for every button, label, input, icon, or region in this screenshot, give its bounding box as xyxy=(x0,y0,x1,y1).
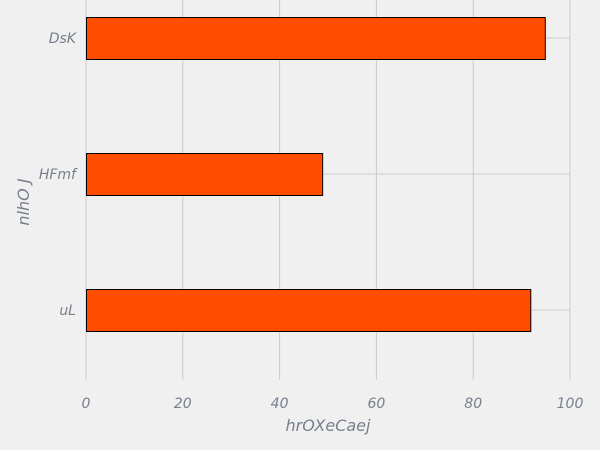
x-tick-label: 80 xyxy=(464,396,482,412)
bar-hfmf xyxy=(86,153,324,196)
y-tick-label: HFmf xyxy=(39,167,78,183)
x-tick-label: 60 xyxy=(367,396,385,412)
bars xyxy=(86,17,546,332)
x-axis-label: hrOXeCaej xyxy=(286,416,372,435)
x-tick-label: 20 xyxy=(174,396,192,412)
bar-ul xyxy=(86,289,532,332)
y-tick-labels: DsK HFmf uL xyxy=(39,31,78,319)
x-tick-labels: 0 20 40 60 80 100 xyxy=(82,396,584,412)
x-tick-label: 100 xyxy=(557,396,584,412)
y-axis-label: nlhO J xyxy=(14,178,33,225)
x-tick-label: 40 xyxy=(271,396,289,412)
bar-dsk xyxy=(86,17,546,60)
y-tick-label: DsK xyxy=(49,31,78,47)
y-tick-label: uL xyxy=(59,303,76,319)
x-tick-label: 0 xyxy=(82,396,91,412)
